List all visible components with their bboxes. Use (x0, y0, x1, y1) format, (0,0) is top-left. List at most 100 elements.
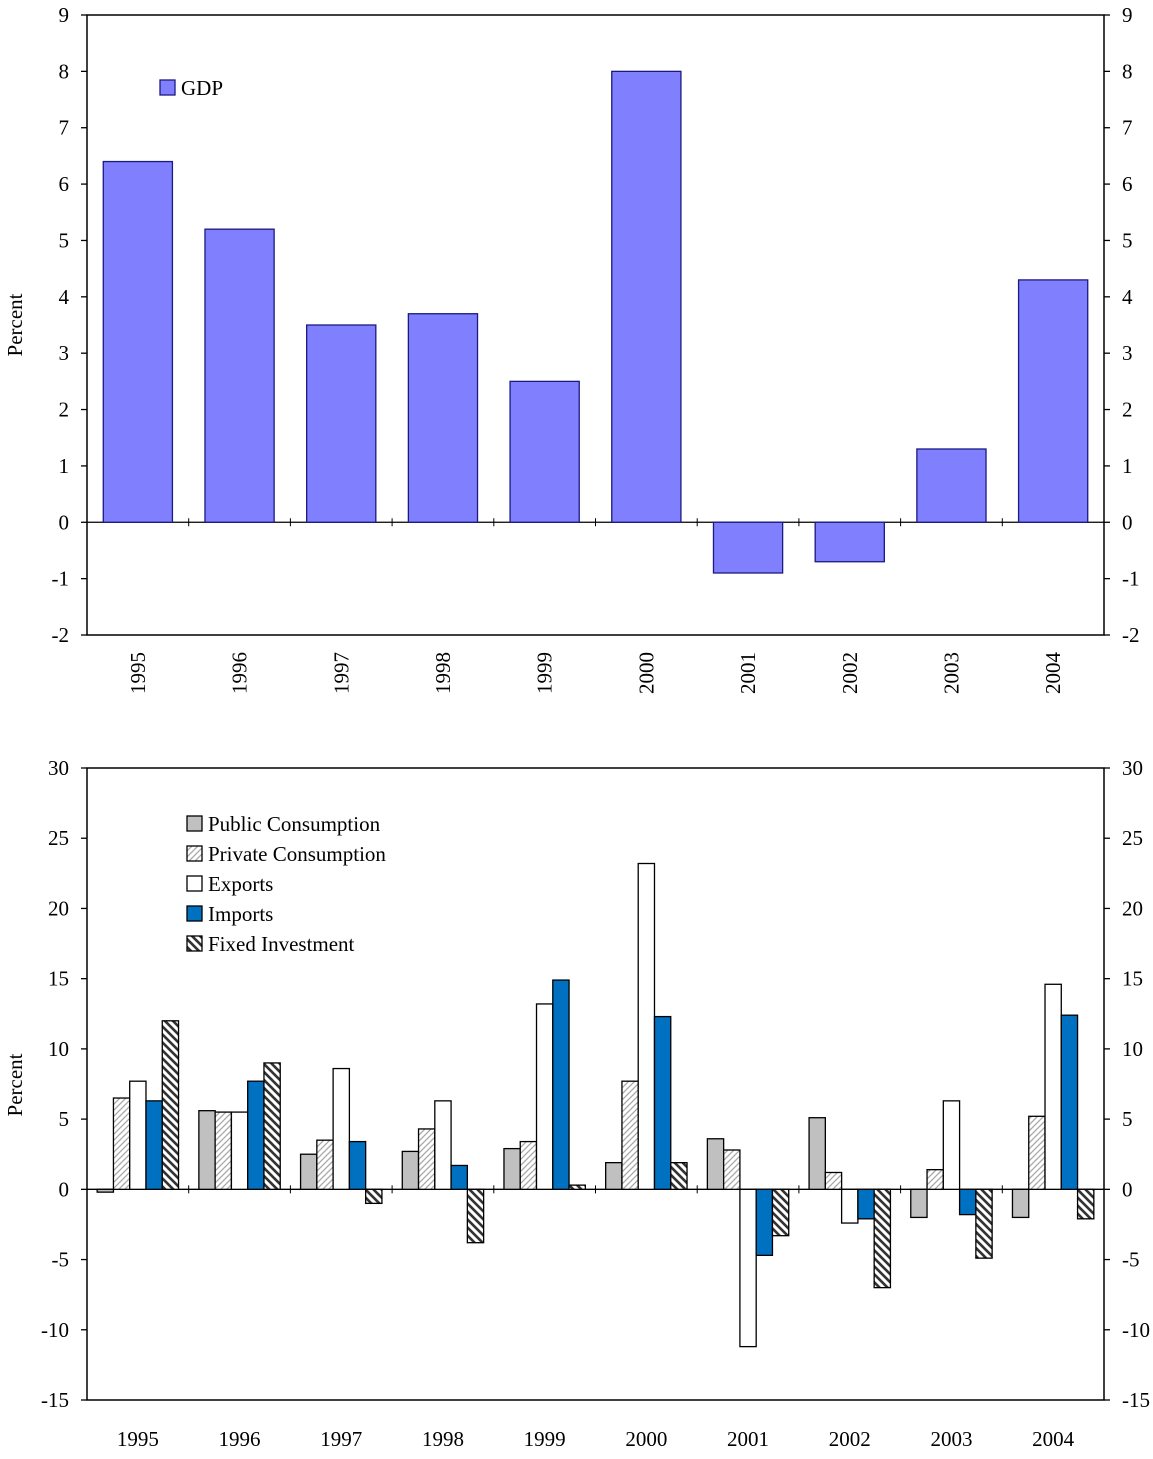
chart2-x-tick-label-2003: 2003 (930, 1427, 972, 1451)
chart2-bar-exports-2000 (637, 862, 656, 1190)
chart2-bar-private-consumption-2004 (1028, 1115, 1046, 1190)
chart1-bar-gdp-1997 (306, 324, 377, 523)
chart1-y-tick-label-left: 0 (59, 510, 70, 534)
chart2-legend-swatch-imports (186, 905, 203, 922)
chart1-y-tick-label-left: 5 (59, 228, 70, 252)
chart2-y-tick-label-left: 30 (48, 756, 69, 780)
chart2-legend-label-imports: Imports (208, 902, 273, 926)
chart1-legend-swatch-gdp (159, 79, 176, 96)
chart2-legend-swatch-fixed-investment (186, 935, 203, 952)
chart1-y-tick-label-left: 9 (59, 3, 70, 27)
chart2-plot-frame (86, 767, 1105, 1401)
chart2-y-tick-label-right: -5 (1122, 1248, 1140, 1272)
chart1-y-tick-label-right: 9 (1122, 3, 1133, 27)
chart2-bar-fixed-investment-1997 (365, 1188, 383, 1205)
chart2-x-tick-label-1996: 1996 (219, 1427, 261, 1451)
chart2-x-tick-label-2004: 2004 (1032, 1427, 1075, 1451)
chart2-bar-fixed-investment-1999 (568, 1184, 586, 1190)
chart2-legend-label-fixed-investment: Fixed Investment (208, 932, 355, 956)
chart2-bar-public-consumption-1995 (96, 1188, 115, 1193)
chart2-y-tick-label-left: 25 (48, 826, 69, 850)
chart2-bar-imports-1999 (552, 979, 570, 1190)
chart2-bar-imports-1995 (145, 1100, 163, 1190)
chart2-bar-private-consumption-1995 (112, 1097, 131, 1190)
chart2-legend-label-exports: Exports (208, 872, 273, 896)
chart2-y-tick-label-right: -10 (1122, 1318, 1150, 1342)
chart2-bar-public-consumption-1997 (299, 1153, 318, 1190)
chart2-bar-private-consumption-1996 (214, 1111, 233, 1190)
chart1-y-tick-label-right: -1 (1122, 567, 1140, 591)
chart2-bar-exports-2004 (1044, 983, 1062, 1190)
chart2-bar-imports-1998 (450, 1164, 469, 1190)
chart1-y-tick-label-left: 1 (59, 454, 70, 478)
chart2-bar-private-consumption-2000 (621, 1080, 639, 1190)
chart2-legend-swatch-public-consumption (186, 815, 203, 832)
chart1-y-tick-label-right: 3 (1122, 341, 1133, 365)
chart2-x-tick-label-1997: 1997 (320, 1427, 362, 1451)
chart2-bar-public-consumption-2000 (605, 1161, 623, 1190)
chart1-y-tick-label-left: 8 (59, 59, 70, 83)
chart2-y-tick-label-left: 0 (59, 1177, 70, 1201)
chart2-bar-fixed-investment-2001 (771, 1188, 790, 1237)
chart2-x-tick-label-1995: 1995 (117, 1427, 159, 1451)
chart1-y-tick-label-left: -1 (52, 567, 70, 591)
chart2-bar-private-consumption-2001 (722, 1149, 741, 1190)
chart2-bar-public-consumption-2002 (808, 1117, 826, 1190)
chart2-bar-private-consumption-1997 (316, 1139, 334, 1190)
chart1-y-tick-label-left: 2 (59, 398, 70, 422)
chart2-bar-exports-2003 (942, 1100, 961, 1190)
chart1-plot-frame (86, 14, 1105, 636)
chart1-y-tick-label-right: 2 (1122, 398, 1133, 422)
chart1-y-tick-label-left: 4 (59, 285, 70, 309)
chart1-x-tick-label-1999: 1999 (533, 652, 557, 694)
chart2-bar-exports-1999 (535, 1003, 554, 1190)
chart1-bar-gdp-2001 (712, 521, 784, 574)
chart1-y-tick-label-right: 1 (1122, 454, 1133, 478)
components-chart: -15 -15 -10 -10 -5 -5 0 0 5 5 10 10 15 15 20 20 25 25 30 30… (3, 756, 1150, 1451)
chart2-bar-public-consumption-2001 (706, 1138, 725, 1190)
chart2-bar-imports-1996 (247, 1080, 265, 1190)
chart2-bar-private-consumption-1999 (519, 1140, 538, 1190)
chart2-y-tick-label-right: 25 (1122, 826, 1143, 850)
chart2-bar-imports-2004 (1060, 1014, 1079, 1190)
chart2-legend-swatch-private-consumption (186, 845, 203, 862)
chart2-y-tick-label-left: 5 (59, 1107, 70, 1131)
chart1-y-axis-label: Percent (3, 293, 27, 356)
chart2-bar-imports-2002 (857, 1188, 875, 1220)
chart2-bar-exports-1998 (434, 1100, 452, 1190)
chart1-y-tick-label-left: 3 (59, 341, 70, 365)
chart1-bar-gdp-2004 (1017, 279, 1089, 523)
chart1-x-tick-label-2003: 2003 (939, 652, 963, 694)
chart1-x-tick-label-2001: 2001 (736, 652, 760, 694)
chart2-bar-exports-2002 (840, 1188, 859, 1224)
chart2-bar-private-consumption-2002 (824, 1171, 843, 1190)
chart1-y-tick-label-right: 6 (1122, 172, 1133, 196)
chart2-bar-imports-2001 (755, 1188, 774, 1256)
chart1-x-tick-label-1998: 1998 (431, 652, 455, 694)
chart2-y-tick-label-left: 10 (48, 1037, 69, 1061)
chart1-y-tick-label-right: -2 (1122, 623, 1140, 647)
chart2-bar-exports-1997 (332, 1067, 351, 1190)
chart1-y-tick-label-right: 4 (1122, 285, 1133, 309)
chart2-legend-swatch-exports (186, 875, 203, 892)
chart2-x-tick-label-1999: 1999 (524, 1427, 566, 1451)
chart1-bar-gdp-2003 (916, 448, 987, 523)
chart2-x-tick-label-2000: 2000 (625, 1427, 667, 1451)
chart2-bar-private-consumption-2003 (926, 1169, 944, 1190)
chart1-bar-gdp-1996 (204, 228, 275, 523)
chart2-bar-public-consumption-2003 (910, 1188, 928, 1219)
chart2-bar-fixed-investment-1995 (161, 1020, 180, 1190)
chart2-bar-fixed-investment-2004 (1076, 1188, 1095, 1220)
chart2-y-tick-label-left: -15 (41, 1388, 69, 1412)
chart2-y-tick-label-right: 20 (1122, 896, 1143, 920)
chart2-legend-label-public-consumption: Public Consumption (208, 812, 381, 836)
chart2-y-tick-label-left: 15 (48, 967, 69, 991)
chart1-y-tick-label-right: 7 (1122, 116, 1133, 140)
chart1-y-tick-label-right: 0 (1122, 510, 1133, 534)
chart2-y-tick-label-left: -5 (52, 1248, 70, 1272)
chart2-y-tick-label-right: 15 (1122, 967, 1143, 991)
chart2-bar-exports-1996 (230, 1111, 249, 1190)
chart1-x-tick-label-2004: 2004 (1041, 652, 1065, 695)
